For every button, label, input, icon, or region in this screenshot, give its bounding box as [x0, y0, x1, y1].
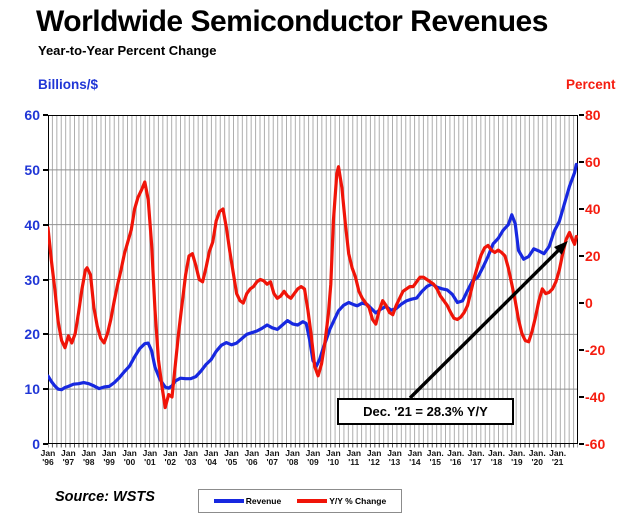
right-axis-tick-label: 60 [585, 154, 601, 170]
left-axis-title: Billions/$ [38, 77, 99, 92]
x-axis-tick-label: Jan '05 [224, 448, 239, 467]
left-axis-tick-label: 10 [24, 381, 40, 398]
right-axis-tick-label: -20 [585, 342, 606, 358]
y-tick-mark [43, 223, 48, 226]
x-axis-tick-label: Jan '98 [81, 448, 97, 467]
x-axis-tick-label: Jan. '19 [508, 448, 526, 467]
y-tick-mark [579, 208, 584, 210]
x-axis-tick-label: Jan. '20 [528, 448, 546, 467]
x-axis-tick-label: Jan '13 [387, 448, 402, 467]
x-axis-tick-label: Jan '02 [162, 448, 178, 467]
x-axis-tick-label: Jan '08 [285, 448, 300, 467]
legend-item-yoy: Y/Y % Change [297, 496, 386, 506]
right-axis-tick-label: -40 [585, 389, 606, 405]
x-axis-tick-label: Jan. '17 [467, 448, 485, 467]
x-axis-tick-label: Jan '09 [305, 448, 321, 467]
chart-title: Worldwide Semiconductor Revenues [36, 5, 548, 38]
yoy-line-swatch [297, 499, 328, 503]
x-axis-tick-label: Jan '01 [142, 448, 158, 467]
x-axis-tick-label: Jan '07 [264, 448, 280, 467]
right-axis-tick-label: 20 [585, 248, 601, 264]
x-axis-tick-label: Jan '96 [40, 448, 56, 467]
x-axis-tick-label: Jan. '16 [447, 448, 465, 467]
right-axis-tick-label: 80 [585, 107, 601, 123]
y-tick-mark [43, 114, 48, 116]
x-axis-tick-label: Jan '10 [326, 448, 341, 467]
legend-label-revenue: Revenue [245, 496, 282, 506]
x-axis-tick-label: Jan '14 [407, 448, 423, 467]
x-axis-tick-label: Jan '03 [183, 448, 199, 467]
annotation-arrow [408, 246, 563, 400]
right-axis-tick-label: -60 [585, 436, 606, 452]
left-axis-tick-label: 50 [24, 161, 40, 178]
x-axis-tick-label: Jan. '21 [549, 448, 567, 467]
legend-label-yoy: Y/Y % Change [329, 496, 387, 506]
revenue-line-swatch [213, 499, 244, 503]
annotation-arrowhead [554, 240, 568, 255]
x-axis-tick-label: Jan '11 [346, 448, 362, 467]
legend-item-revenue: Revenue [213, 496, 282, 506]
y-tick-mark [579, 255, 584, 257]
x-axis-tick-label: Jan '12 [366, 448, 382, 467]
right-axis-title: Percent [566, 77, 616, 92]
left-axis-tick-label: 20 [24, 326, 40, 343]
y-tick-mark [579, 349, 584, 351]
x-axis-tick-label: Jan '99 [101, 448, 117, 467]
left-axis-tick-label: 0 [32, 436, 40, 452]
y-tick-mark [43, 388, 48, 391]
left-axis-tick-label: 30 [24, 271, 40, 288]
yoy-line [48, 165, 578, 410]
y-tick-mark [43, 443, 48, 445]
chart-canvas [48, 115, 578, 448]
left-axis-tick-label: 40 [24, 216, 40, 233]
x-axis-tick-label: Jan. '18 [487, 448, 505, 467]
y-tick-mark [579, 161, 584, 163]
plot-area: Dec. '21 = 28.3% Y/Y [48, 115, 578, 448]
annotation-box: Dec. '21 = 28.3% Y/Y [337, 398, 514, 425]
x-axis-tick-label: Jan. '15 [426, 448, 444, 467]
right-axis-tick-label: 0 [585, 295, 593, 311]
y-tick-mark [43, 333, 48, 336]
left-axis-tick-label: 60 [24, 107, 40, 123]
x-axis-tick-label: Jan '97 [61, 448, 76, 467]
y-tick-mark [579, 443, 584, 445]
x-axis-tick-label: Jan '00 [122, 448, 137, 467]
y-tick-mark [579, 396, 584, 398]
y-tick-mark [579, 302, 584, 304]
annotation-text: Dec. '21 = 28.3% Y/Y [363, 404, 488, 419]
source-label: Source: WSTS [55, 489, 155, 505]
x-axis-tick-label: Jan '06 [244, 448, 260, 467]
chart-subtitle: Year-to-Year Percent Change [38, 43, 217, 58]
y-tick-mark [43, 168, 48, 171]
y-tick-mark [579, 114, 584, 116]
x-axis-tick-label: Jan '04 [203, 448, 219, 467]
y-tick-mark [43, 278, 48, 281]
plot-frame [48, 115, 578, 444]
legend: Revenue Y/Y % Change [198, 489, 402, 513]
right-axis-tick-label: 40 [585, 201, 601, 217]
